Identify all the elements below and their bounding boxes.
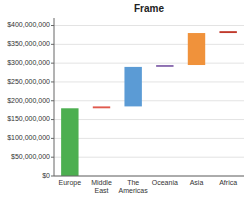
bar: [124, 67, 141, 107]
grid-line: [54, 100, 244, 101]
grid-line: [54, 176, 244, 177]
x-tick-label: Africa: [219, 179, 237, 186]
y-tick-label: $300,000,000: [7, 59, 50, 66]
x-tick-label: Europe: [59, 179, 82, 187]
bar: [93, 106, 110, 108]
y-tick-label: $150,000,000: [7, 115, 50, 122]
grid-line: [54, 119, 244, 120]
grid-line: [54, 157, 244, 158]
bar: [219, 31, 236, 33]
grid-line: [54, 25, 244, 26]
x-tick-label: Asia: [190, 179, 204, 186]
y-tick-label: $350,000,000: [7, 40, 50, 47]
y-tick-label: $400,000,000: [7, 21, 50, 28]
grid-line: [54, 44, 244, 45]
chart-container: $0 $50,000,000 $100,000,000 $150,000,000 $20…: [0, 0, 250, 200]
y-tick-label: $250,000,000: [7, 78, 50, 85]
x-axis: [54, 176, 244, 177]
bars: [61, 31, 237, 176]
grid-line: [54, 138, 244, 139]
title: Frame: [134, 3, 164, 14]
y-axis: [54, 18, 55, 176]
bar: [61, 108, 78, 176]
y-tick-label: $0: [42, 172, 50, 179]
y-tick-label: $100,000,000: [7, 134, 50, 141]
x-tick-label: TheAmericas: [119, 179, 149, 194]
x-tick-label: Oceania: [152, 179, 178, 186]
bar: [156, 65, 173, 67]
bar: [188, 33, 205, 65]
y-tick-label: $50,000,000: [11, 153, 50, 160]
x-tick-label: MiddleEast: [91, 179, 112, 194]
grid-line: [54, 81, 244, 82]
grid-line: [54, 63, 244, 64]
chart: $0 $50,000,000 $100,000,000 $150,000,000 $20…: [0, 0, 250, 200]
y-tick-label: $200,000,000: [7, 97, 50, 104]
